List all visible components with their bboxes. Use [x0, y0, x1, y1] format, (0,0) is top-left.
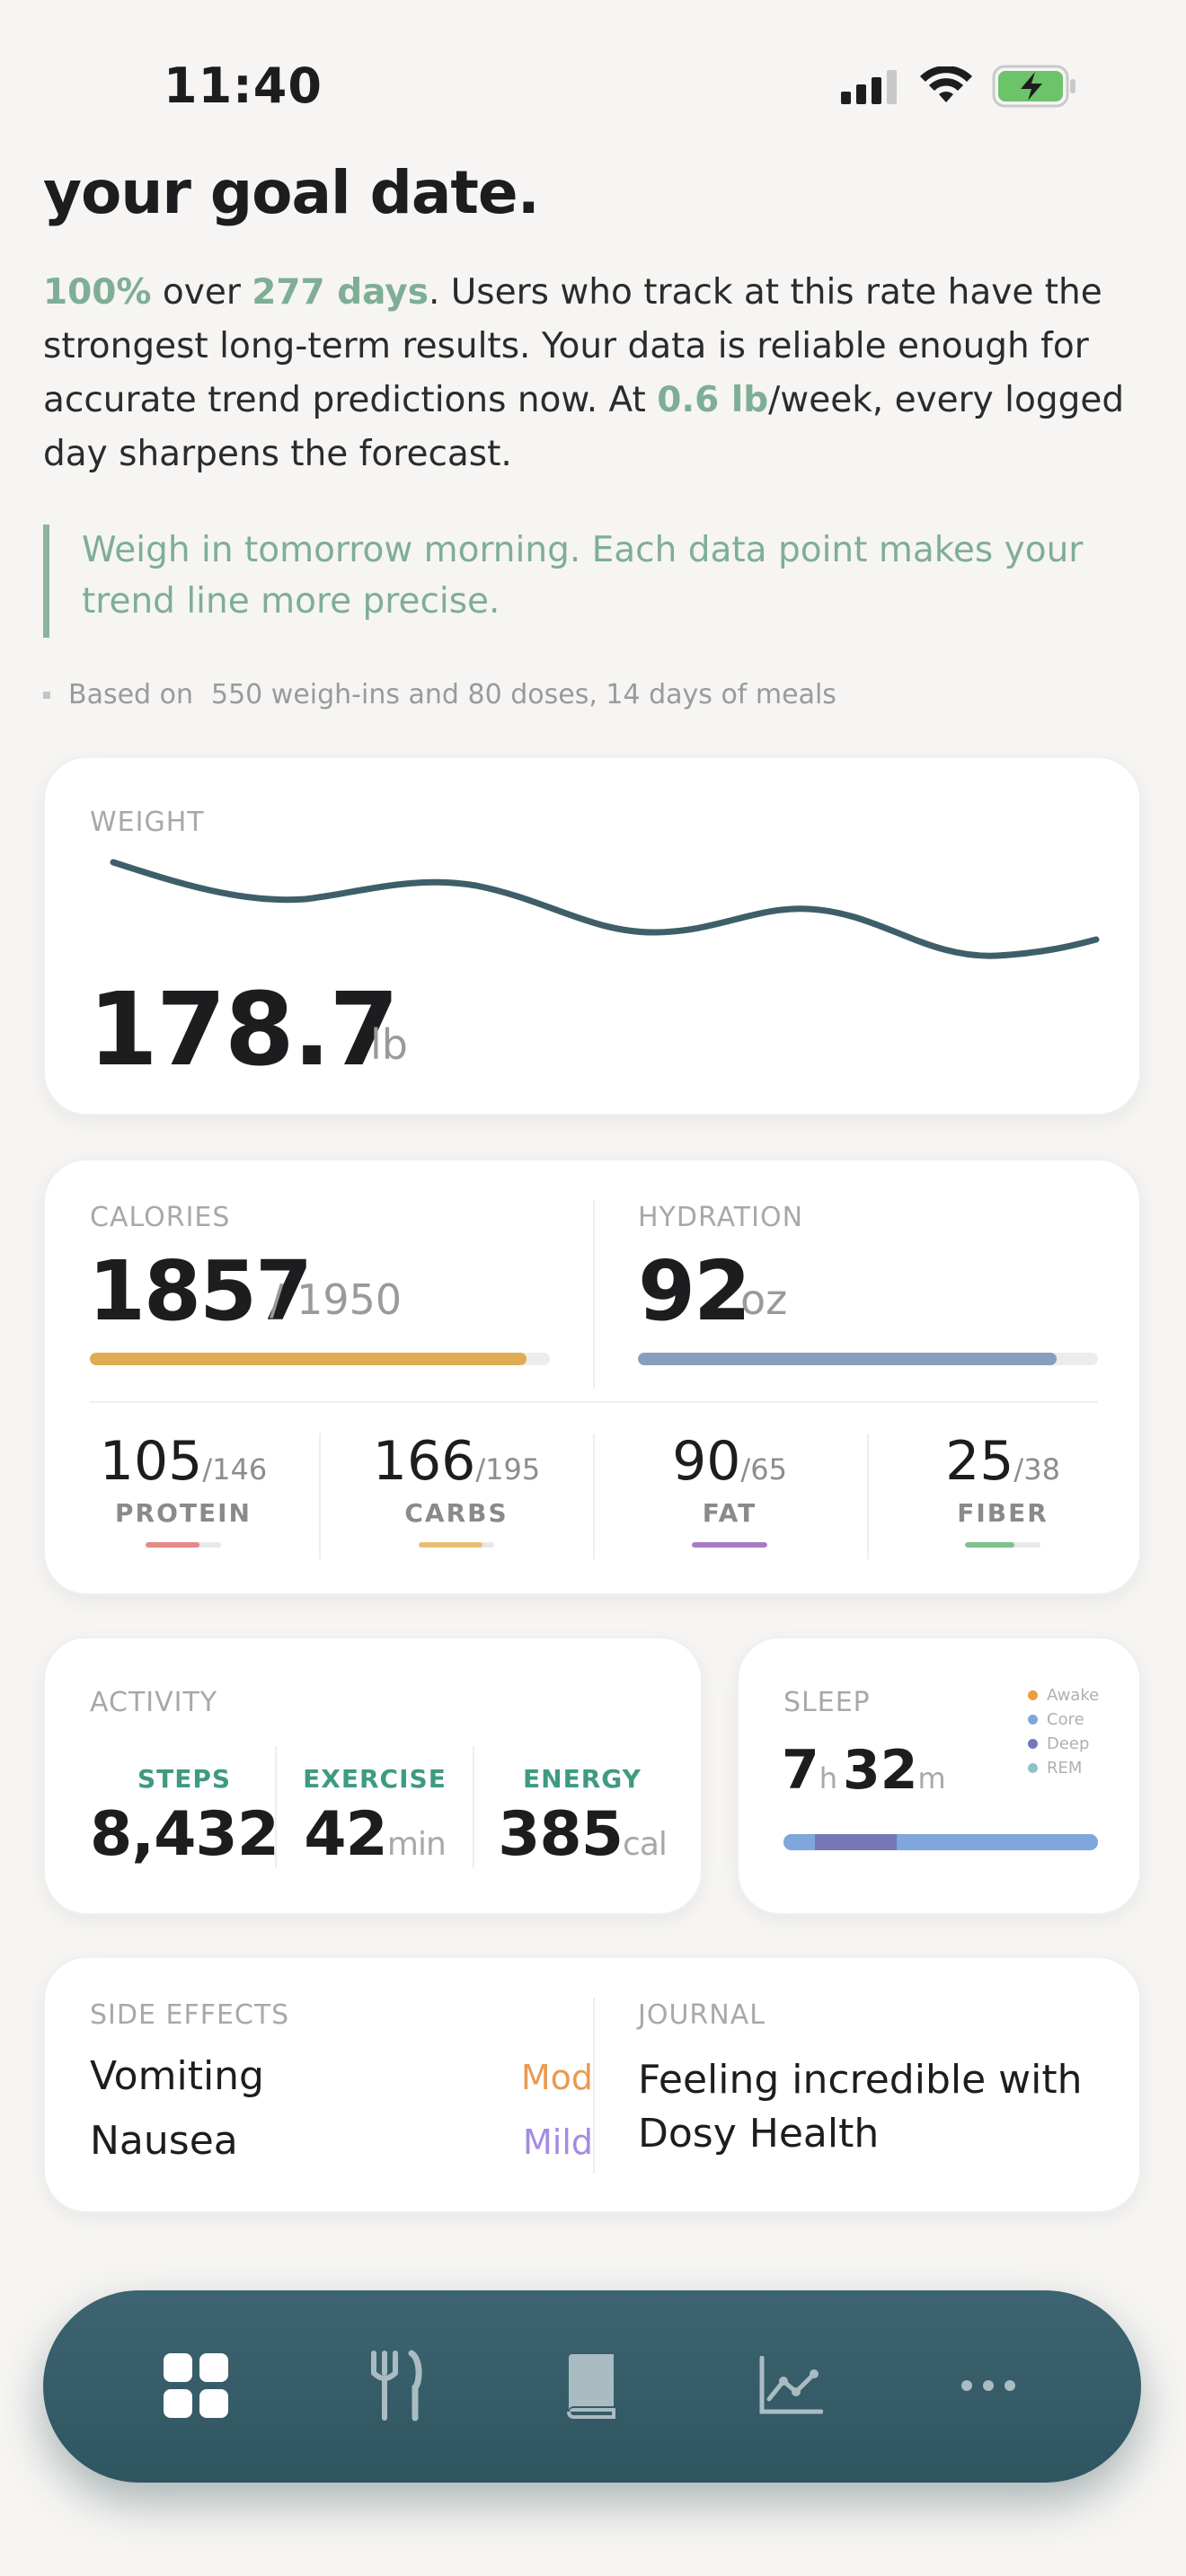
consistency-percent: 100% — [43, 272, 152, 313]
exercise-stat: EXERCISE 42min — [303, 1764, 447, 1870]
tab-journal[interactable] — [546, 2341, 636, 2430]
calories-progress-fill — [90, 1353, 527, 1365]
hydration-unit: oz — [740, 1275, 788, 1324]
bullet-icon — [43, 691, 50, 699]
macro-progress-fill — [965, 1542, 1015, 1548]
weight-unit: lb — [370, 1020, 408, 1069]
macro-carbs: 166/195 CARBS — [322, 1430, 591, 1548]
calories-progress-bar — [90, 1353, 550, 1365]
sleep-card[interactable]: SLEEP 7h 32m Awake Core Deep REM — [737, 1636, 1141, 1915]
weight-trend-line — [110, 859, 1100, 959]
hydration-progress-bar — [638, 1353, 1098, 1365]
divider — [593, 1434, 595, 1559]
sleep-segment-core — [897, 1834, 1098, 1850]
sleep-stages-bar — [783, 1834, 1098, 1850]
status-time: 11:40 — [164, 57, 323, 114]
sleep-segment-deep — [815, 1834, 897, 1850]
tracked-days: 277 days — [252, 272, 429, 313]
divider — [473, 1746, 474, 1868]
cellular-signal-icon — [841, 70, 897, 104]
side-effect-row: Vomiting Mod — [90, 2053, 593, 2099]
hydration-value: 92 — [638, 1243, 751, 1339]
divider — [90, 1401, 1098, 1403]
legend-rem: REM — [1028, 1756, 1099, 1780]
book-icon — [567, 2354, 615, 2419]
divider — [867, 1434, 869, 1559]
macro-progress-bar — [419, 1542, 494, 1548]
calories-value: 1857 — [88, 1243, 313, 1339]
sleep-segment-core — [783, 1834, 815, 1850]
weight-trend-chart — [110, 859, 1100, 959]
hydration-progress-fill — [638, 1353, 1057, 1365]
legend-swatch — [1028, 1763, 1038, 1773]
tab-bar — [43, 2290, 1141, 2483]
journal-entry: Feeling incredible with Dosy Health — [638, 2057, 1083, 2157]
calories-goal: / 1950 — [270, 1275, 403, 1324]
more-icon — [961, 2380, 1015, 2391]
legend-deep: Deep — [1028, 1732, 1099, 1756]
battery-charging-icon — [992, 65, 1075, 108]
weight-label: WEIGHT — [90, 807, 205, 838]
wifi-icon — [920, 66, 972, 102]
macro-progress-fill — [419, 1542, 483, 1548]
legend-swatch — [1028, 1739, 1038, 1749]
activity-label: ACTIVITY — [90, 1687, 218, 1718]
divider — [593, 1998, 595, 2174]
tip-text: Weigh in tomorrow morning. Each data poi… — [82, 530, 1084, 622]
fork-knife-icon — [371, 2350, 422, 2422]
macro-protein: 105/146 PROTEIN — [49, 1430, 318, 1548]
macro-progress-fill — [146, 1542, 200, 1548]
tip-callout: Weigh in tomorrow morning. Each data poi… — [43, 525, 1148, 638]
journal-label: JOURNAL — [638, 1999, 766, 2031]
macro-progress-bar — [692, 1542, 767, 1548]
macro-progress-bar — [146, 1542, 221, 1548]
weekly-rate: 0.6 lb — [657, 380, 769, 420]
severity-badge: Mod — [520, 2058, 593, 2097]
tab-meals[interactable] — [350, 2341, 440, 2430]
dashboard-icon — [164, 2353, 228, 2418]
weight-card[interactable]: WEIGHT 178.7 lb — [43, 756, 1141, 1116]
severity-badge: Mild — [522, 2122, 593, 2162]
hydration-label: HYDRATION — [638, 1202, 804, 1233]
sleep-label: SLEEP — [783, 1687, 871, 1718]
weight-value: 178.7 — [88, 972, 399, 1089]
data-basis: Based on 550 weigh-ins and 80 doses, 14 … — [43, 679, 836, 710]
calories-label: CALORIES — [90, 1202, 231, 1233]
steps-stat: STEPS 8,432 — [89, 1764, 279, 1870]
macro-fiber: 25/38 FIBER — [868, 1430, 1137, 1548]
legend-awake: Awake — [1028, 1683, 1099, 1707]
tab-trends[interactable] — [746, 2341, 836, 2430]
divider — [319, 1434, 321, 1559]
activity-card[interactable]: ACTIVITY STEPS 8,432 EXERCISE 42min ENER… — [43, 1636, 703, 1915]
energy-stat: ENERGY 385cal — [498, 1764, 668, 1870]
progress-summary: 100% over 277 days. Users who track at t… — [43, 272, 1125, 474]
legend-swatch — [1028, 1715, 1038, 1725]
sleep-legend: Awake Core Deep REM — [1028, 1683, 1099, 1780]
nutrition-card[interactable]: CALORIES 1857 / 1950 HYDRATION 92 oz 105… — [43, 1159, 1141, 1595]
tab-more[interactable] — [943, 2341, 1033, 2430]
side-effects-journal-card[interactable]: SIDE EFFECTS Vomiting Mod Nausea Mild JO… — [43, 1956, 1141, 2213]
tab-dashboard[interactable] — [151, 2341, 241, 2430]
chart-icon — [759, 2356, 823, 2414]
macro-progress-fill — [692, 1542, 767, 1548]
macro-progress-bar — [965, 1542, 1040, 1548]
side-effects-label: SIDE EFFECTS — [90, 1999, 290, 2031]
divider — [593, 1200, 595, 1389]
legend-core: Core — [1028, 1707, 1099, 1732]
sleep-duration: 7h 32m — [782, 1739, 946, 1802]
macro-fat: 90/65 FAT — [595, 1430, 864, 1548]
legend-swatch — [1028, 1690, 1038, 1700]
status-bar: 11:40 — [0, 0, 1186, 171]
side-effect-row: Nausea Mild — [90, 2118, 593, 2164]
divider — [275, 1746, 277, 1868]
page-headline: your goal date. — [43, 158, 540, 227]
